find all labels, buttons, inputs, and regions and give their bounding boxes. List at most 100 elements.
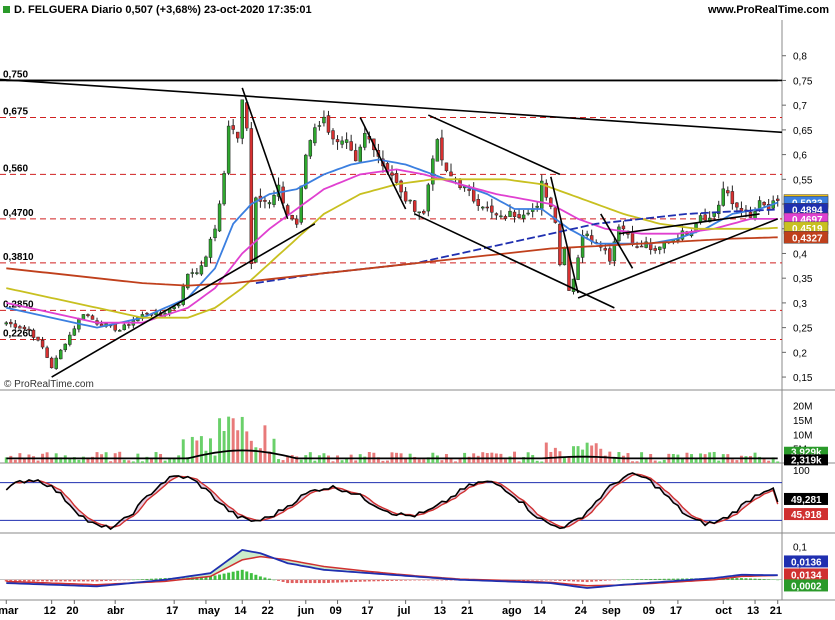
series-color-icon: [3, 6, 10, 13]
macd-histogram-bar: [113, 579, 117, 581]
macd-histogram-bar: [644, 579, 648, 580]
candle: [721, 188, 725, 206]
volume-bar: [385, 460, 389, 463]
y-tick-label: 0,7: [793, 101, 807, 112]
candle: [294, 218, 299, 225]
candle: [36, 336, 40, 341]
candle: [503, 216, 508, 219]
volume-bar: [422, 459, 426, 463]
candle: [54, 357, 58, 369]
candle: [326, 115, 331, 133]
y-tick-label: 0,6: [793, 151, 807, 162]
candle: [426, 184, 431, 212]
support-level-label: 0,2260: [3, 328, 34, 339]
macd-histogram-bar: [349, 579, 353, 583]
macd-histogram-bar: [631, 579, 634, 580]
macd-histogram-bar: [77, 579, 81, 582]
volume-bar: [476, 455, 480, 463]
macd-histogram-bar: [372, 579, 376, 582]
volume-bar: [68, 459, 72, 463]
macd-histogram-bar: [590, 579, 594, 582]
candle: [399, 180, 403, 193]
sma-line: [6, 178, 778, 319]
macd-histogram-bar: [640, 579, 644, 580]
stochastic-d-line: [5, 473, 779, 529]
macd-histogram-bar: [13, 579, 17, 582]
macd-histogram-bar: [744, 578, 748, 580]
candle: [272, 195, 276, 205]
candle: [353, 150, 358, 162]
candle: [390, 172, 394, 176]
last-value-label: 0,4519: [792, 224, 823, 235]
macd-histogram-bar: [540, 579, 544, 581]
volume-bar: [553, 447, 557, 463]
macd-histogram-bar: [431, 579, 435, 581]
candle: [435, 139, 440, 162]
chart-background: [0, 20, 835, 620]
macd-histogram-bar: [91, 579, 94, 582]
volume-bar: [227, 416, 231, 463]
candle: [49, 357, 54, 369]
candle: [117, 330, 122, 332]
macd-histogram-bar: [753, 578, 757, 580]
candle: [662, 242, 667, 249]
macd-histogram-bar: [317, 579, 321, 584]
macd-histogram-bar: [345, 579, 349, 583]
trendline: [618, 213, 760, 235]
macd-histogram-bar: [653, 578, 657, 580]
volume-bar: [281, 460, 285, 463]
volume-bar: [50, 457, 54, 463]
candle: [122, 324, 126, 331]
candle: [308, 140, 313, 157]
x-tick-label: jun: [297, 605, 315, 617]
candle: [204, 256, 208, 267]
macd-histogram-bar: [404, 579, 408, 581]
x-tick-label: 24: [575, 605, 588, 617]
candle: [145, 312, 149, 315]
x-tick-label: 21: [461, 605, 473, 617]
macd-histogram-bar: [426, 579, 430, 581]
y-tick-label: 0,3: [793, 299, 807, 310]
stochastic-k-line: [5, 472, 779, 531]
candle: [762, 201, 766, 206]
candle: [653, 248, 657, 251]
last-value-tag: [784, 492, 828, 505]
volume-bar: [168, 458, 172, 463]
volume-bar: [712, 451, 716, 463]
macd-histogram-bar: [662, 578, 666, 580]
macd-histogram-bar: [290, 579, 294, 584]
macd-histogram-bar: [81, 579, 85, 582]
macd-histogram-bar: [376, 579, 380, 582]
volume-bar: [562, 456, 566, 463]
macd-histogram-bar: [22, 579, 26, 582]
copyright-label: © ProRealTime.com: [4, 379, 94, 390]
volume-bar: [508, 456, 512, 463]
macd-histogram-bar: [286, 579, 290, 584]
macd-histogram-bar: [758, 578, 762, 580]
y-tick-label: 0,35: [793, 274, 813, 285]
candle: [313, 127, 317, 144]
candle: [335, 139, 340, 143]
macd-histogram-bar: [581, 579, 585, 582]
volume-bar: [771, 457, 775, 463]
volume-bar: [440, 460, 444, 463]
x-tick-label: 13: [434, 605, 446, 617]
site-link[interactable]: www.ProRealTime.com: [707, 4, 829, 16]
x-tick-label: 09: [643, 605, 655, 617]
candle: [285, 205, 290, 215]
volume-bar: [585, 442, 589, 463]
candle: [730, 191, 735, 205]
macd-histogram-bar: [231, 571, 235, 580]
candle: [176, 304, 181, 307]
candle: [535, 205, 539, 208]
macd-histogram-bar: [322, 579, 326, 584]
x-tick-label: 17: [361, 605, 373, 617]
candle: [544, 182, 549, 198]
candle: [698, 215, 703, 223]
volume-bar: [213, 455, 217, 463]
macd-histogram-bar: [95, 579, 99, 582]
x-tick-label: 17: [166, 605, 178, 617]
y-tick-label: 0,1: [793, 543, 807, 554]
y-tick-label: 15M: [793, 416, 812, 427]
